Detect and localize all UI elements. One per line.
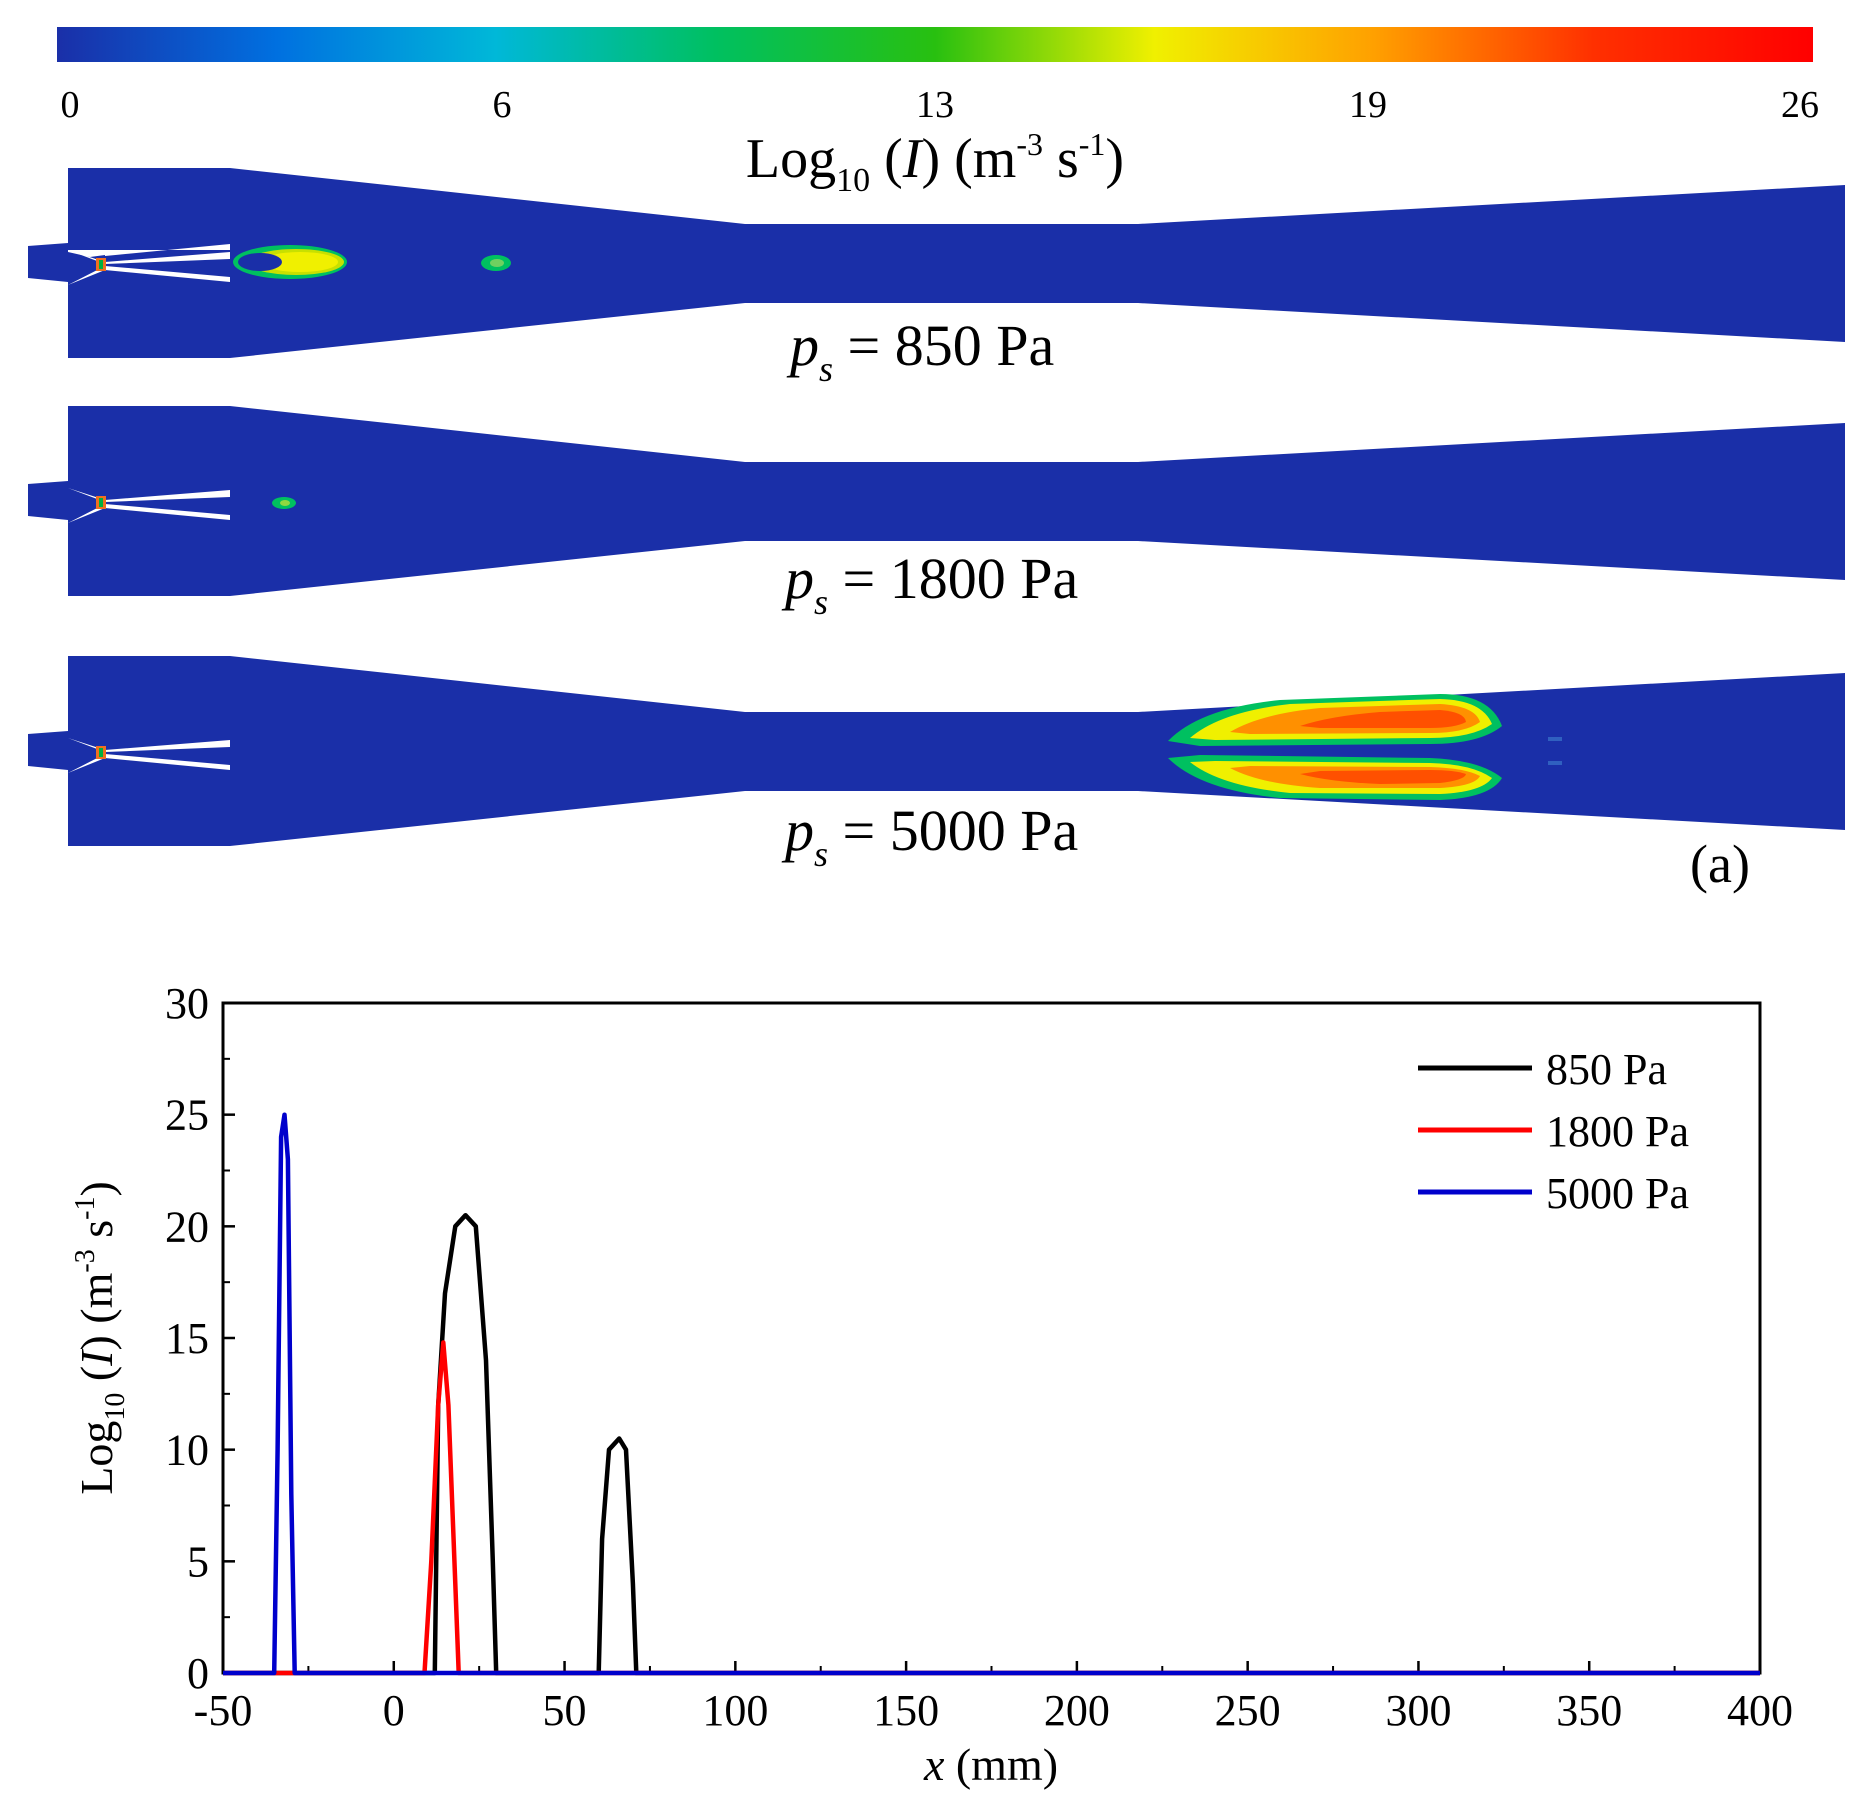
y-tick-label: 30 (165, 979, 209, 1028)
series-line-850-pa (223, 1212, 1760, 1676)
ejector-domain (28, 406, 1845, 596)
colorbar-title: Log10 (I) (m-3 s-1) (746, 126, 1124, 199)
series-group (223, 1112, 1760, 1676)
nozzle-throat-core (99, 260, 103, 269)
legend-label: 850 Pa (1546, 1045, 1667, 1094)
series-line-1800-pa (223, 1340, 1760, 1676)
nucleation-spot-core (280, 500, 290, 506)
primary-nozzle-wall-bottom (68, 754, 230, 773)
x-tick-label: 250 (1215, 1686, 1281, 1735)
y-tick-label: 10 (165, 1426, 209, 1475)
x-tick-label: 100 (702, 1686, 768, 1735)
y-axis-label-var: I (71, 1348, 122, 1367)
colorbar-tick-6: 6 (493, 84, 512, 126)
ejector-domain (28, 168, 1845, 358)
legend-label: 1800 Pa (1546, 1107, 1689, 1156)
panel-value: = 5000 Pa (828, 798, 1078, 863)
y-axis-label-unit: ) (m (71, 1272, 122, 1350)
contour-panel-1800: ps = 1800 Pa (28, 406, 1845, 622)
panel-symbol: p (781, 798, 814, 863)
series-line-5000-pa (223, 1112, 1760, 1676)
panel-label-1800: ps = 1800 Pa (781, 546, 1078, 622)
y-axis-label-s: s (71, 1220, 122, 1249)
panel-symbol: p (786, 313, 819, 378)
colorbar-title-s: s (1043, 128, 1079, 190)
panel-value: = 850 Pa (833, 313, 1054, 378)
subfigure-label: (a) (1690, 834, 1750, 894)
colorbar-title-sub: 10 (836, 162, 870, 199)
legend-label: 5000 Pa (1546, 1169, 1689, 1218)
nucleation-lobe-upper-peak (1300, 710, 1466, 728)
trailing-spot-lower (1548, 761, 1562, 765)
x-tick-label: 400 (1727, 1686, 1793, 1735)
x-axis: -50 0 50 100 150 200 250 300 350 400 (194, 1661, 1793, 1735)
y-tick-label: 25 (165, 1091, 209, 1140)
colorbar-tick-26: 26 (1781, 84, 1819, 126)
colorbar-title-end: ) (1105, 128, 1124, 190)
colorbar-tick-0: 0 (61, 84, 80, 126)
y-tick-label: 0 (187, 1649, 209, 1698)
panel-subscript: s (814, 582, 828, 622)
panel-subscript: s (814, 834, 828, 874)
primary-nozzle-wall-top (68, 250, 230, 264)
contour-panel-5000: ps = 5000 Pa (28, 656, 1845, 874)
nucleation-lobe-lower-peak (1300, 770, 1466, 784)
primary-nozzle-wall-top (68, 738, 230, 752)
colorbar-title-exp2: -1 (1079, 126, 1106, 162)
colorbar-title-log: Log (746, 128, 836, 190)
colorbar-title-paren: ( (870, 128, 903, 190)
primary-nozzle-wall-bottom (68, 266, 230, 285)
y-axis: 0 5 10 15 20 25 30 (165, 979, 235, 1698)
y-axis-label-log: Log (71, 1421, 122, 1495)
nucleation-zone-hole (238, 253, 282, 271)
x-tick-label: -50 (194, 1686, 253, 1735)
panel-symbol: p (781, 546, 814, 611)
panel-label-5000: ps = 5000 Pa (781, 798, 1078, 874)
x-tick-label: 350 (1556, 1686, 1622, 1735)
x-tick-label: 50 (543, 1686, 587, 1735)
secondary-nucleation-spot-core (490, 259, 504, 267)
x-tick-label: 200 (1044, 1686, 1110, 1735)
y-tick-label: 20 (165, 1202, 209, 1251)
line-chart: -50 0 50 100 150 200 250 300 350 400 051015202530… (70, 979, 1793, 1790)
y-axis-label-end: ) (71, 1181, 122, 1196)
y-tick-label: 5 (187, 1537, 209, 1586)
nozzle-throat-core (99, 748, 103, 757)
y-axis-label-sub: 10 (100, 1393, 131, 1421)
y-axis-label-exp1: -3 (70, 1249, 101, 1272)
colorbar: 0 6 13 19 26 Log10 (I) (m-3 s-1) (57, 27, 1819, 199)
panel-value: = 1800 Pa (828, 546, 1078, 611)
contour-panel-850: ps = 850 Pa (28, 168, 1845, 389)
x-tick-label: 150 (873, 1686, 939, 1735)
nucleation-zone-core (262, 252, 338, 272)
primary-nozzle-body (68, 243, 230, 257)
x-axis-label-unit: (mm) (944, 1739, 1058, 1790)
colorbar-title-exp1: -3 (1016, 126, 1043, 162)
panel-subscript: s (819, 349, 833, 389)
panel-label-850: ps = 850 Pa (786, 313, 1054, 389)
colorbar-strip (57, 27, 1813, 62)
primary-nozzle-wall-bottom (68, 504, 230, 523)
y-axis-label-exp2: -1 (70, 1197, 101, 1220)
legend: 850 Pa 1800 Pa 5000 Pa (1418, 1045, 1689, 1218)
trailing-spot-upper (1548, 737, 1562, 741)
colorbar-tick-13: 13 (916, 84, 954, 126)
y-axis-label-paren: ( (71, 1366, 122, 1393)
x-axis-label-var: x (923, 1739, 945, 1790)
nozzle-throat-core (99, 498, 103, 507)
x-tick-label: 300 (1385, 1686, 1451, 1735)
colorbar-tick-19: 19 (1349, 84, 1387, 126)
y-tick-label: 15 (165, 1314, 209, 1363)
x-tick-label: 0 (383, 1686, 405, 1735)
colorbar-title-var: I (902, 128, 924, 190)
primary-nozzle-wall-top (68, 488, 230, 502)
x-axis-label: x (mm) (923, 1739, 1058, 1790)
y-axis-label: Log10 (I) (m-3 s-1) (70, 1181, 131, 1495)
colorbar-title-unit: ) (m (921, 128, 1016, 190)
